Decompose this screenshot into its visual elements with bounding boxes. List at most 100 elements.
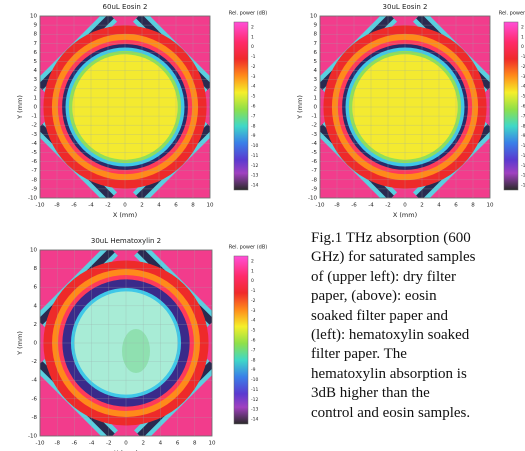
colorbar-tick-label: -13 [251, 407, 258, 413]
x-tick-label: -4 [88, 203, 94, 209]
y-tick-label: 4 [34, 68, 38, 74]
colorbar-tick-label: -2 [251, 64, 256, 70]
colorbar-tick-label: -11 [251, 387, 258, 393]
y-tick-label: -7 [312, 168, 318, 174]
colorbar-tick-label: 0 [251, 44, 254, 50]
y-tick-label: -4 [32, 141, 38, 147]
y-tick-label: 4 [314, 68, 318, 74]
x-tick-label: 2 [140, 203, 144, 209]
colorbar-tick-label: -14 [251, 417, 258, 423]
colorbar-tick-label: -3 [251, 308, 256, 314]
colorbar [503, 21, 519, 191]
x-tick-label: -10 [36, 441, 45, 447]
y-tick-label: 0 [34, 341, 38, 347]
x-tick-label: -10 [316, 203, 325, 209]
colorbar-tick-label: 1 [251, 268, 254, 274]
y-tick-label: 8 [34, 32, 38, 38]
colorbar-label: Rel. power (dB) [229, 11, 267, 17]
y-tick-label: 8 [34, 266, 38, 272]
y-tick-label: -10 [28, 434, 37, 440]
colorbar-tick-label: -9 [251, 133, 256, 139]
colorbar-tick-label: -5 [251, 94, 256, 100]
colorbar-tick-label: -9 [251, 367, 256, 373]
y-tick-label: -5 [312, 150, 318, 156]
colorbar-tick-label: -12 [521, 163, 525, 169]
y-axis-label: Y (mm) [16, 331, 24, 356]
caption-line: (left): hematoxylin soaked [311, 327, 470, 344]
heatmap-panel: 30uL Eosin 2-10 -8 -6 -4 -2 0 2 4 6 8 10X (mm)1098… [296, 3, 525, 219]
y-tick-label: 1 [314, 95, 318, 101]
colorbar-tick-label: -14 [521, 183, 525, 189]
colorbar-tick-label: -6 [251, 338, 256, 344]
y-tick-label: -2 [32, 123, 37, 129]
colorbar-tick-label: -9 [521, 133, 525, 139]
colorbar-label: Rel. power (dB) [229, 245, 267, 251]
x-tick-label: 0 [403, 203, 407, 209]
y-tick-label: 7 [34, 41, 38, 47]
colorbar-tick-label: -4 [251, 318, 256, 324]
y-tick-label: 7 [314, 41, 318, 47]
x-tick-label: -6 [71, 203, 77, 209]
y-tick-label: -4 [32, 378, 38, 384]
x-tick-label: 4 [157, 203, 161, 209]
y-tick-label: 2 [314, 86, 318, 92]
x-tick-label: 6 [174, 203, 178, 209]
x-tick-label: 10 [487, 203, 494, 209]
y-tick-label: 6 [34, 285, 38, 291]
y-tick-label: 4 [34, 303, 38, 309]
colorbar-tick-label: -7 [521, 113, 525, 119]
y-tick-label: -1 [312, 114, 317, 120]
y-tick-label: 9 [34, 23, 38, 29]
colorbar-tick-label: -13 [521, 173, 525, 179]
colorbar-tick-label: -2 [251, 298, 256, 304]
y-tick-label: -5 [32, 150, 38, 156]
colorbar-tick-label: -11 [521, 153, 525, 159]
x-tick-label: 6 [176, 441, 180, 447]
x-tick-label: 10 [209, 441, 216, 447]
colorbar-tick-label: -4 [251, 84, 256, 90]
y-tick-label: -2 [312, 123, 317, 129]
x-tick-label: 8 [193, 441, 197, 447]
x-tick-label: -8 [54, 441, 60, 447]
colorbar-tick-label: -2 [521, 64, 525, 70]
colorbar-tick-label: 1 [251, 34, 254, 40]
y-tick-label: 6 [34, 50, 38, 56]
x-tick-label: -6 [351, 203, 357, 209]
y-tick-label: 2 [34, 322, 38, 328]
colorbar-tick-label: 2 [251, 24, 254, 30]
colorbar-tick-label: -8 [521, 123, 525, 129]
panel-title: 60uL Eosin 2 [103, 3, 148, 11]
y-tick-label: -8 [32, 177, 38, 183]
y-tick-label: 5 [314, 59, 318, 65]
x-tick-label: 0 [123, 203, 127, 209]
colorbar-tick-label: -7 [251, 113, 256, 119]
y-tick-label: -10 [308, 196, 317, 202]
caption: Fig.1 THz absorption (600 GHz) for satura… [311, 229, 523, 423]
colorbar-tick-label: -13 [251, 173, 258, 179]
colorbar-tick-label: -1 [521, 54, 525, 60]
x-tick-label: -2 [105, 203, 110, 209]
colorbar-tick-label: -8 [251, 357, 256, 363]
colorbar-tick-label: 0 [521, 44, 524, 50]
x-tick-label: -6 [72, 441, 78, 447]
x-tick-label: -4 [368, 203, 374, 209]
y-tick-label: 1 [34, 95, 38, 101]
panel-title: 30uL Eosin 2 [383, 3, 428, 11]
y-tick-label: 2 [34, 86, 38, 92]
heatmap-panel: 60uL Eosin 2-10 -8 -6 -4 -2 0 2 4 6 8 10X (mm)1098… [16, 3, 267, 219]
y-tick-label: 10 [30, 14, 37, 20]
heatmap [320, 16, 490, 198]
x-tick-label: 2 [420, 203, 424, 209]
y-tick-label: -3 [312, 132, 318, 138]
colorbar-tick-label: -10 [521, 143, 525, 149]
colorbar-tick-label: -5 [521, 94, 525, 100]
y-tick-label: 5 [34, 59, 38, 65]
caption-line: paper, (above): eosin [311, 288, 437, 305]
caption-line: control and eosin samples. [311, 404, 471, 421]
colorbar-tick-label: 2 [251, 258, 254, 264]
colorbar-tick-label: -10 [251, 143, 258, 149]
x-tick-label: 8 [191, 203, 195, 209]
colorbar-tick-label: -1 [251, 54, 256, 60]
